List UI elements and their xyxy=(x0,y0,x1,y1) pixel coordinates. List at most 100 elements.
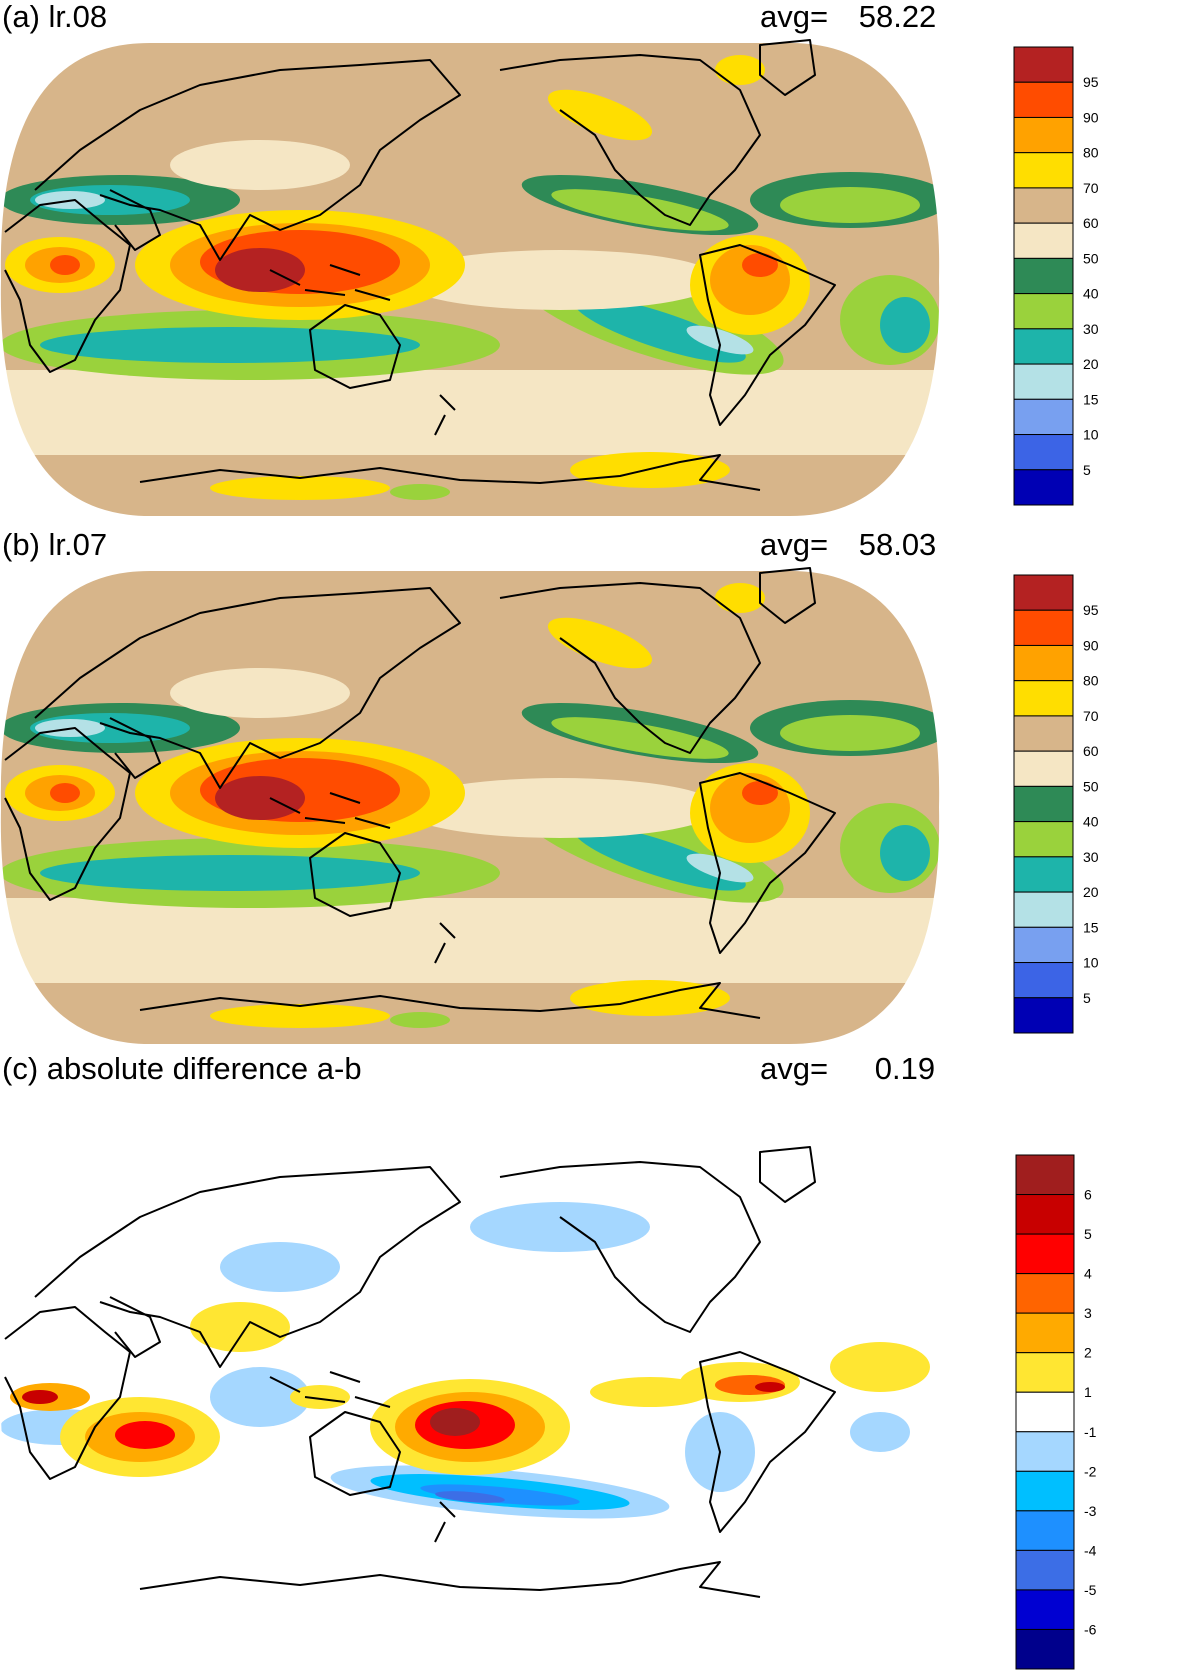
coastline xyxy=(759,39,816,96)
panel-b-np-yellow xyxy=(547,617,653,669)
panel-b-colorbar-swatch xyxy=(1013,609,1074,646)
panel-b-colorbar-tick: 80 xyxy=(1083,673,1099,689)
panel-c-pos-asia xyxy=(190,1302,290,1352)
coastline xyxy=(109,189,161,251)
coastline xyxy=(699,772,836,954)
coastline xyxy=(139,454,761,491)
panel-c-pos-epac xyxy=(590,1377,710,1407)
panel-c-map-edge xyxy=(0,1148,942,1625)
panel-a-colorbar-swatch xyxy=(1013,293,1074,330)
panel-b-title: (b) lr.07 xyxy=(2,527,108,562)
panel-b-sh-dry-far xyxy=(880,825,930,881)
panel-c-colorbar-tick: 2 xyxy=(1084,1345,1092,1361)
panel-a-colorbar-swatch xyxy=(1013,81,1074,118)
panel-a: (a) lr.08 avg= 58.22 5 10 15 20 30 40 50 60 70 80… xyxy=(0,0,1183,520)
panel-b-antarctic-band xyxy=(0,983,940,1043)
panel-b-field xyxy=(0,570,941,1045)
panel-a-colorbar-swatch xyxy=(1013,398,1074,436)
panel-c-background xyxy=(0,1149,940,1624)
panel-c-colorbar: -6 -5 -4 -3 -2 -1 1 2 3 4 5 6 xyxy=(1015,1154,1097,1670)
panel-c-pos-af-3 xyxy=(115,1421,175,1449)
panel-b-arctic-yellow xyxy=(715,583,765,613)
panel-a-southern-band xyxy=(0,370,940,460)
panel-c-colorbar-tick: -3 xyxy=(1084,1503,1097,1519)
panel-a-colorbar-swatch xyxy=(1013,434,1074,471)
panel-b-colorbar-swatch xyxy=(1013,785,1074,823)
coastline xyxy=(309,304,401,389)
panel-c-avg: avg= 0.19 xyxy=(760,1052,935,1086)
panel-b-colorbar-tick: 60 xyxy=(1083,743,1099,759)
panel-c-colorbar-tick: -4 xyxy=(1084,1542,1097,1558)
panel-a-colorbar-swatch xyxy=(1013,116,1074,154)
panel-b-colorbar-tick: 40 xyxy=(1083,814,1099,830)
panel-c-title: (c) absolute difference a-b xyxy=(2,1051,362,1086)
panel-a-colorbar-tick: 90 xyxy=(1083,109,1099,125)
panel-c-colorbar-swatch xyxy=(1015,1312,1075,1354)
panel-b-map: 5 10 15 20 30 40 50 60 70 80 90 95 xyxy=(0,567,1099,1046)
panel-c-coastlines xyxy=(4,1146,836,1598)
panel-b-so-yellow-2 xyxy=(210,1004,390,1028)
panel-b-sh-dry-e xyxy=(574,825,746,891)
panel-b-colorbar-tick: 30 xyxy=(1083,849,1099,865)
panel-a-colorbar-tick: 5 xyxy=(1083,462,1091,478)
panel-c-colorbar-tick: 1 xyxy=(1084,1384,1092,1400)
panel-a-sh-dry-w xyxy=(40,327,420,363)
coastline xyxy=(4,727,131,901)
panel-a-so-yellow-2 xyxy=(210,476,390,500)
panel-a-nh-dry-e xyxy=(551,189,729,231)
panel-a-avg-label: avg= xyxy=(760,0,829,34)
panel-b-colorbar-tick: 95 xyxy=(1083,602,1099,618)
panel-b-colorbar-tick: 5 xyxy=(1083,990,1091,1006)
panel-c-pos-atl xyxy=(830,1342,930,1392)
panel-b-colorbar-swatch xyxy=(1013,750,1074,787)
panel-c-colorbar-tick: -1 xyxy=(1084,1424,1097,1440)
panel-c-colorbar-tick: 4 xyxy=(1084,1266,1092,1282)
panel-a-field xyxy=(0,42,941,517)
panel-a-af-red xyxy=(50,255,80,275)
panel-b-eq-light xyxy=(400,778,720,838)
panel-b-colorbar-tick: 10 xyxy=(1083,955,1099,971)
panel-a-nh-dry-far xyxy=(780,187,920,223)
coastline xyxy=(34,1166,461,1368)
panel-c-neg-4 xyxy=(210,1367,310,1427)
panel-a-colorbar-swatch xyxy=(1013,187,1074,224)
panel-c-field xyxy=(0,1149,940,1624)
panel-b-colorbar-tick: 15 xyxy=(1083,919,1099,935)
panel-c-colorbar-swatch xyxy=(1015,1352,1075,1393)
panel-c-colorbar-tick: 3 xyxy=(1084,1305,1092,1321)
panel-b-colorbar-swatch xyxy=(1013,997,1074,1034)
panel-a-am-red xyxy=(742,253,778,277)
panel-b-colorbar-tick: 50 xyxy=(1083,778,1099,794)
panel-a-sh-dry-e xyxy=(574,297,746,363)
panel-b-southern-band xyxy=(0,898,940,988)
panel-b-nh-dry-far xyxy=(780,715,920,751)
panel-c-pos-car-core xyxy=(755,1382,785,1392)
coastline xyxy=(4,199,131,373)
panel-c-colorbar-swatch xyxy=(1015,1628,1075,1670)
coastline xyxy=(434,1501,456,1543)
panel-c-colorbar-swatch xyxy=(1015,1549,1075,1591)
panel-b-colorbar-swatch xyxy=(1013,962,1074,999)
panel-b-map-edge xyxy=(0,569,942,1046)
panel-a-antarctic-band xyxy=(0,455,940,515)
coastline xyxy=(4,1306,131,1480)
panel-b-nh-dry-e xyxy=(551,717,729,759)
coastline xyxy=(499,1161,761,1333)
panel-a-coastlines xyxy=(4,39,836,491)
panel-b-so-green xyxy=(390,1012,450,1028)
panel-b: (b) lr.07 avg= 58.03 5 10 15 20 30 40 50 60 70 80… xyxy=(0,528,1183,1048)
panel-b-colorbar-swatch xyxy=(1013,856,1074,893)
panel-b-af-red xyxy=(50,783,80,803)
panel-b-mc-core xyxy=(215,776,305,820)
coastline xyxy=(139,1561,761,1598)
coastline xyxy=(109,717,161,779)
coastline xyxy=(269,792,391,829)
panel-c-neg-1 xyxy=(220,1242,340,1292)
panel-b-colorbar-swatch xyxy=(1013,644,1074,682)
panel-b-colorbar-swatch xyxy=(1013,680,1074,717)
panel-c-colorbar-swatch xyxy=(1015,1470,1075,1512)
panel-c-pos-afw-core xyxy=(22,1390,58,1404)
panel-c-spcz-core xyxy=(435,1491,505,1503)
panel-c-colorbar-tick: 6 xyxy=(1084,1187,1092,1203)
panel-a-colorbar-tick: 30 xyxy=(1083,321,1099,337)
